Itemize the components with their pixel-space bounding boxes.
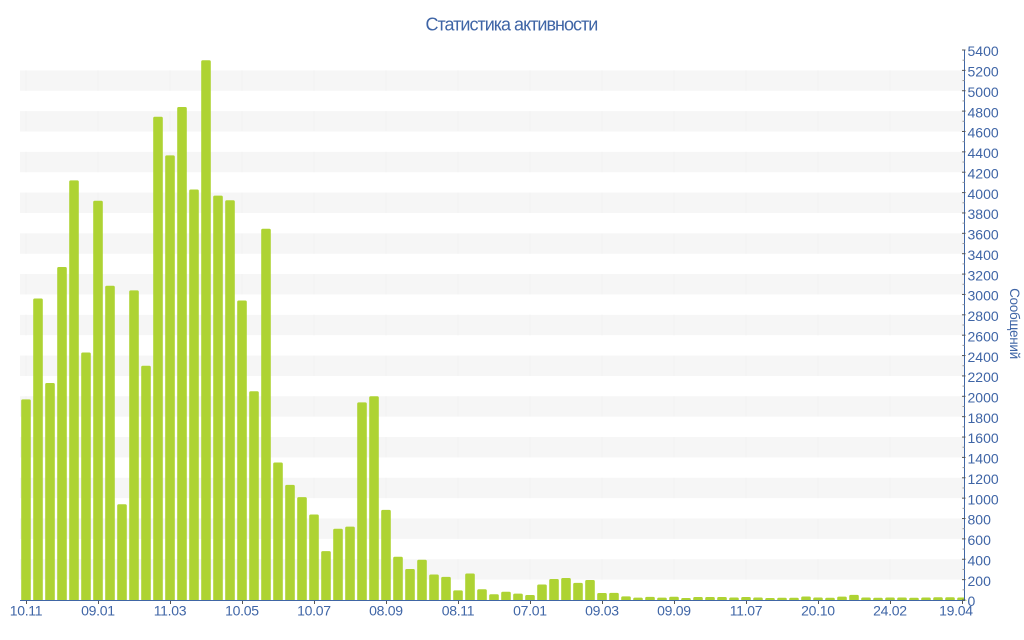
svg-text:2200: 2200 xyxy=(968,369,999,385)
svg-text:1000: 1000 xyxy=(968,491,999,507)
svg-text:Сообщений: Сообщений xyxy=(1007,288,1022,359)
svg-text:5200: 5200 xyxy=(968,64,999,80)
svg-text:19.04: 19.04 xyxy=(939,603,973,619)
svg-text:11.07: 11.07 xyxy=(730,603,763,619)
svg-text:10.11: 10.11 xyxy=(10,603,43,619)
svg-text:10.05: 10.05 xyxy=(225,603,259,619)
svg-text:3400: 3400 xyxy=(968,247,999,263)
svg-text:1400: 1400 xyxy=(968,451,999,467)
svg-text:1200: 1200 xyxy=(968,471,999,487)
svg-text:1600: 1600 xyxy=(968,430,999,446)
svg-text:800: 800 xyxy=(968,512,992,528)
svg-text:09.09: 09.09 xyxy=(657,603,691,619)
svg-text:5400: 5400 xyxy=(968,43,999,59)
svg-text:2600: 2600 xyxy=(968,328,999,344)
svg-text:2000: 2000 xyxy=(968,390,999,406)
svg-text:09.01: 09.01 xyxy=(81,603,115,619)
svg-text:09.03: 09.03 xyxy=(585,603,619,619)
svg-text:0: 0 xyxy=(968,593,976,609)
svg-text:4800: 4800 xyxy=(968,104,999,120)
svg-text:3200: 3200 xyxy=(968,267,999,283)
svg-text:3000: 3000 xyxy=(968,288,999,304)
svg-text:2400: 2400 xyxy=(968,349,999,365)
svg-text:4600: 4600 xyxy=(968,125,999,141)
svg-text:200: 200 xyxy=(968,573,992,589)
svg-text:Статистика активности: Статистика активности xyxy=(426,15,598,35)
svg-text:3800: 3800 xyxy=(968,206,999,222)
svg-text:07.01: 07.01 xyxy=(513,603,547,619)
svg-text:08.11: 08.11 xyxy=(442,603,475,619)
svg-text:4000: 4000 xyxy=(968,186,999,202)
svg-text:4200: 4200 xyxy=(968,165,999,181)
svg-text:400: 400 xyxy=(968,552,992,568)
svg-text:3600: 3600 xyxy=(968,227,999,243)
svg-text:24.02: 24.02 xyxy=(873,603,907,619)
svg-text:10.07: 10.07 xyxy=(297,603,331,619)
svg-text:4400: 4400 xyxy=(968,145,999,161)
svg-text:5000: 5000 xyxy=(968,84,999,100)
svg-text:600: 600 xyxy=(968,532,992,548)
svg-text:2800: 2800 xyxy=(968,308,999,324)
svg-text:08.09: 08.09 xyxy=(369,603,403,619)
svg-text:20.10: 20.10 xyxy=(801,603,835,619)
svg-text:11.03: 11.03 xyxy=(154,603,187,619)
svg-text:1800: 1800 xyxy=(968,410,999,426)
